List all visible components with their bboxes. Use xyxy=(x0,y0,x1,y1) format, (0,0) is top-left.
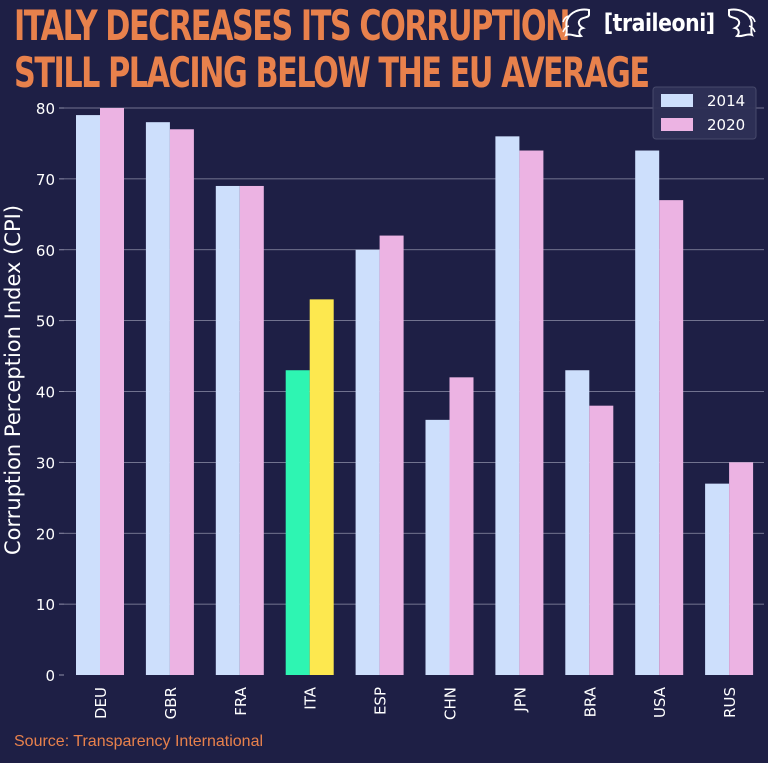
y-tick-label: 60 xyxy=(36,242,55,260)
bar-esp-2020 xyxy=(379,235,404,675)
legend-swatch-2020 xyxy=(661,118,693,131)
y-tick-label: 10 xyxy=(36,596,55,614)
x-tick-label: USA xyxy=(651,686,669,718)
y-tick-label: 80 xyxy=(36,100,55,118)
x-axis: DEU GBR FRA ITA ESP CHN JPN BRA USA RUS xyxy=(92,686,739,720)
y-tick-label: 40 xyxy=(36,384,55,402)
bar-jpn-2020 xyxy=(519,150,544,675)
bar-chn-2020 xyxy=(449,377,474,675)
x-tick-label: DEU xyxy=(92,687,110,719)
bar-esp-2014 xyxy=(355,249,380,675)
bar-deu-2014 xyxy=(76,115,100,675)
brand-logo: [traileoni] xyxy=(561,6,756,40)
legend: 2014 2020 xyxy=(652,86,757,140)
bar-gbr-2020 xyxy=(169,129,194,675)
bar-chn-2014 xyxy=(425,419,450,675)
bar-bra-2020 xyxy=(589,405,614,675)
y-tick-label: 0 xyxy=(45,667,55,685)
bar-fra-2014 xyxy=(215,185,240,675)
title-line-2: still placing below the EU average xyxy=(14,48,650,97)
x-tick-label: RUS xyxy=(721,687,739,718)
bars xyxy=(76,108,754,676)
y-axis-label: Corruption Perception Index (CPI) xyxy=(1,205,25,555)
legend-label-2014: 2014 xyxy=(707,92,745,110)
legend-swatch-2014 xyxy=(661,94,693,107)
x-tick-label: CHN xyxy=(442,687,460,720)
y-tick-label: 50 xyxy=(36,313,55,331)
y-tick-label: 20 xyxy=(36,525,55,543)
bar-deu-2020 xyxy=(100,108,124,675)
bar-usa-2014 xyxy=(635,150,660,675)
bar-ita-2014 xyxy=(285,370,310,675)
y-axis: 0 10 20 30 40 50 60 70 80 xyxy=(36,100,64,685)
source-note: Source: Transparency International xyxy=(14,733,264,750)
brand-name: [traileoni] xyxy=(603,9,715,37)
x-tick-label: FRA xyxy=(232,686,250,715)
bar-usa-2020 xyxy=(659,200,684,675)
x-tick-label: ITA xyxy=(302,686,320,709)
chart-title: Italy decreases its corruption still pla… xyxy=(14,1,650,97)
x-tick-label: BRA xyxy=(581,686,599,717)
x-tick-label: ESP xyxy=(372,687,390,715)
legend-label-2020: 2020 xyxy=(707,116,745,134)
lion-left-icon xyxy=(561,8,590,38)
bar-bra-2014 xyxy=(565,370,590,675)
bar-ita-2020 xyxy=(309,299,334,675)
title-line-1: Italy decreases its corruption xyxy=(14,1,570,50)
lion-right-icon xyxy=(728,8,756,38)
y-tick-label: 30 xyxy=(36,454,55,472)
bar-jpn-2014 xyxy=(495,136,520,676)
x-tick-label: GBR xyxy=(162,687,180,719)
bar-gbr-2014 xyxy=(145,122,170,676)
x-tick-label: JPN xyxy=(511,687,529,713)
bar-fra-2020 xyxy=(239,185,264,675)
y-tick-label: 70 xyxy=(36,171,55,189)
bar-rus-2014 xyxy=(705,483,730,675)
bar-rus-2020 xyxy=(729,462,754,675)
